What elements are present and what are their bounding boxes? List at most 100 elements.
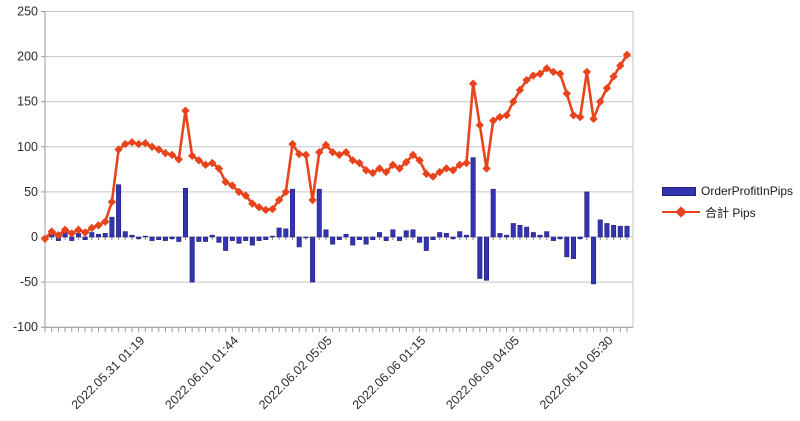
order-profit-bar [397, 236, 403, 241]
order-profit-bar [136, 236, 142, 240]
order-profit-bar [169, 236, 175, 240]
order-profit-bar [203, 236, 209, 242]
order-profit-bar [189, 236, 195, 283]
cumulative-pips-marker [67, 229, 76, 238]
order-profit-bar [276, 227, 282, 238]
cumulative-pips-marker [422, 169, 431, 179]
order-profit-bar [450, 236, 456, 240]
cumulative-pips-marker [575, 112, 585, 122]
order-profit-bar [116, 184, 122, 238]
y-axis-tick-label: 0 [31, 230, 38, 244]
order-profit-bar [564, 236, 570, 258]
y-axis-tick-label: -100 [13, 320, 38, 334]
cumulative-pips-marker [214, 164, 224, 173]
order-profit-bar [557, 236, 563, 240]
cumulative-pips-marker [248, 199, 257, 208]
order-profit-bar [263, 236, 269, 241]
cumulative-pips-marker [381, 167, 391, 177]
order-profit-bar [310, 236, 316, 283]
legend-entry-bar-series: OrderProfitInPips [662, 184, 793, 198]
order-profit-bar [336, 236, 342, 241]
order-profit-bar [370, 236, 376, 241]
cumulative-pips-marker [154, 145, 163, 154]
cumulative-pips-marker [281, 187, 291, 197]
cumulative-pips-marker [127, 138, 137, 147]
order-profit-bar [470, 157, 476, 238]
order-profit-bar [330, 236, 336, 245]
cumulative-pips-marker [234, 187, 244, 197]
cumulative-pips-marker [622, 50, 632, 59]
order-profit-bar [243, 236, 249, 241]
x-axis-date-label: 2022.06.02 05:05 [256, 333, 335, 412]
cumulative-pips-marker [228, 181, 237, 190]
cumulative-pips-marker [47, 227, 56, 236]
order-profit-bar [376, 232, 382, 238]
legend-entry-line-series: 合計 Pips [662, 205, 793, 220]
cumulative-pips-marker [295, 149, 304, 159]
cumulative-pips-marker [208, 158, 217, 168]
cumulative-pips-marker [388, 160, 398, 170]
x-axis-date-label: 2022.06.10 05:30 [537, 333, 616, 412]
order-profit-bar [142, 235, 148, 238]
line-series-marker-icon [662, 206, 700, 218]
order-profit-bar [316, 188, 322, 238]
cumulative-pips-marker [221, 177, 230, 187]
cumulative-pips-marker [107, 197, 117, 207]
order-profit-bar [109, 216, 115, 238]
order-profit-bar [182, 187, 188, 238]
cumulative-pips-marker [341, 148, 351, 157]
order-profit-bar [437, 232, 443, 238]
cumulative-pips-marker [442, 164, 451, 173]
order-profit-bar [96, 233, 102, 238]
order-profit-bar [196, 236, 202, 242]
cumulative-pips-marker [502, 111, 511, 120]
y-axis-tick-label: 150 [17, 95, 38, 109]
cumulative-pips-marker [315, 148, 324, 157]
order-profit-bar [570, 236, 576, 259]
chart-legend: OrderProfitInPips 合計 Pips [662, 184, 793, 220]
order-profit-bar [517, 224, 523, 238]
cumulative-pips-marker [355, 158, 364, 168]
order-profit-bar [296, 236, 302, 248]
order-profit-bar [617, 225, 623, 238]
order-profit-bar [417, 236, 423, 243]
cumulative-pips-marker [509, 97, 518, 106]
cumulative-pips-marker [101, 217, 110, 226]
cumulative-pips-marker [60, 225, 70, 234]
x-axis-date-label: 2022.05.31 01:19 [69, 333, 148, 412]
cumulative-pips-marker [187, 151, 197, 161]
cumulative-pips-marker [395, 164, 404, 173]
cumulative-pips-marker [402, 157, 411, 167]
order-profit-bar [524, 226, 530, 238]
cumulative-pips-marker [428, 172, 438, 181]
order-profit-bar [176, 236, 182, 242]
cumulative-pips-marker [462, 158, 471, 168]
order-profit-bar [162, 236, 168, 241]
y-axis-tick-label: 100 [17, 140, 38, 154]
cumulative-pips-marker [435, 167, 444, 177]
x-axis-date-label: 2022.06.06 01:15 [350, 333, 429, 412]
cumulative-pips-marker [455, 160, 464, 170]
order-profit-bar [577, 236, 583, 240]
cumulative-pips-marker [201, 160, 210, 170]
cumulative-pips-marker [448, 166, 458, 175]
cumulative-pips-marker [415, 156, 424, 165]
cumulative-pips-marker [569, 111, 578, 120]
cumulative-pips-marker [335, 150, 344, 160]
order-profit-bar [122, 231, 128, 238]
order-profit-bar [82, 236, 88, 241]
order-profit-bar [89, 232, 95, 238]
x-axis-date-label: 2022.06.09 04:05 [443, 333, 522, 412]
cumulative-pips-marker [87, 223, 97, 233]
order-profit-bar [591, 236, 597, 285]
order-profit-bar [363, 236, 369, 245]
cumulative-pips-marker [609, 72, 618, 81]
cumulative-pips-marker [529, 71, 538, 80]
cumulative-pips-marker [375, 164, 384, 173]
cumulative-pips-marker [348, 156, 357, 165]
order-profit-bar [350, 236, 356, 246]
order-profit-bar [283, 228, 289, 238]
x-axis-date-label: 2022.06.01 01:44 [162, 333, 241, 412]
cumulative-pips-marker [368, 168, 377, 178]
